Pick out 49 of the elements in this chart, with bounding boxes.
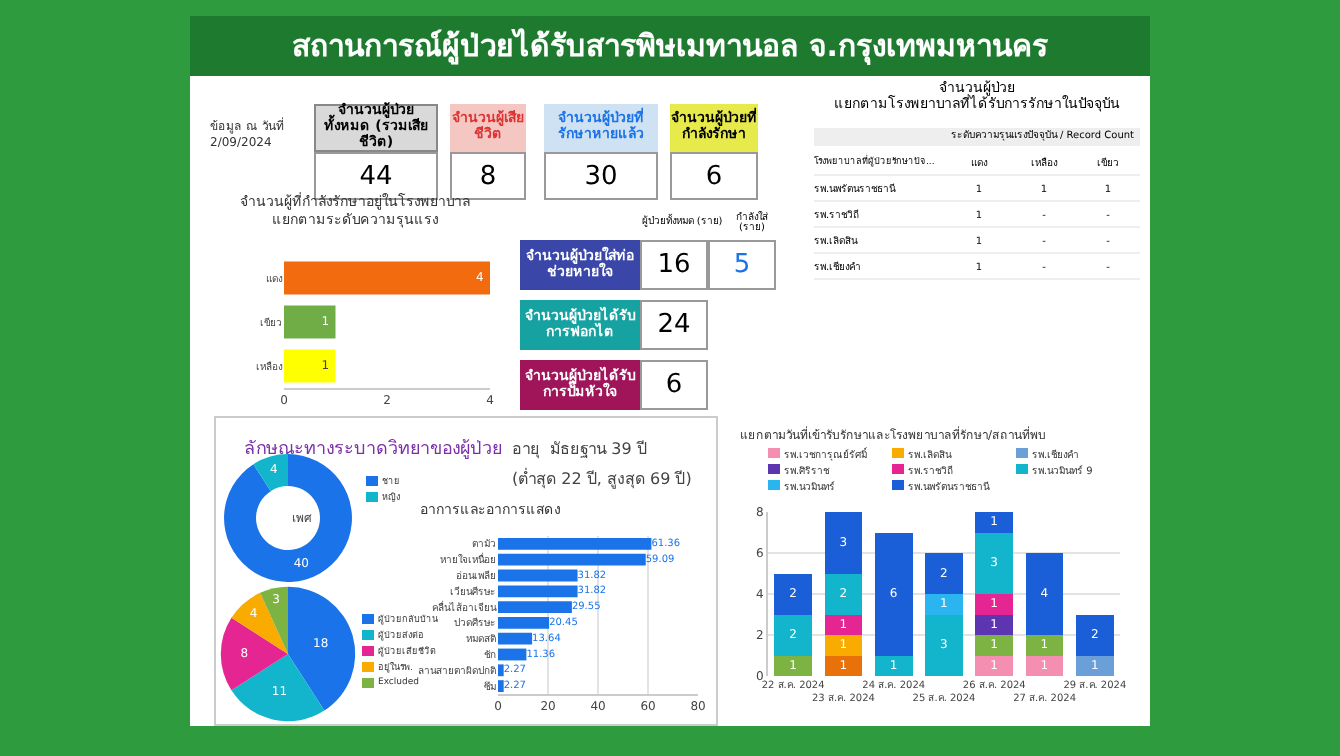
bar: [824, 614, 863, 635]
pie-slice: [231, 654, 325, 722]
bar: [498, 680, 504, 693]
pie-slice: [288, 586, 356, 711]
bar: [1025, 635, 1064, 656]
pie-slice: [260, 586, 288, 654]
chart-title: ลักษณะทางระบาดวิทยาของผู้ป่วย: [243, 438, 502, 460]
text: 16: [640, 240, 708, 290]
bar: [824, 635, 863, 656]
text: (ต่ำสุด 22 ปี, สูงสุด 69 ปี): [512, 466, 692, 490]
bar: [925, 553, 963, 594]
bar: [975, 512, 1014, 533]
bar: [824, 512, 863, 574]
bar: [1076, 614, 1114, 656]
bar: [925, 594, 963, 615]
bar: [774, 573, 812, 615]
bar: [498, 648, 527, 661]
bar: [774, 614, 812, 656]
bar: [975, 594, 1014, 615]
text: 44: [359, 161, 393, 191]
text: 24: [640, 300, 708, 350]
bar: [975, 614, 1014, 635]
bar: [498, 569, 578, 582]
bar: [498, 616, 550, 629]
bar: [824, 655, 863, 676]
bar: [1025, 655, 1064, 676]
bar: [498, 537, 652, 550]
bar: [874, 532, 913, 656]
text: 6: [640, 360, 708, 410]
bar: [975, 532, 1014, 594]
bar: [498, 553, 646, 566]
bar: [824, 573, 863, 615]
bar: [498, 585, 578, 598]
text: อายุ มัธยฐาน 39 ปี: [512, 440, 647, 458]
bar: [498, 632, 533, 645]
bar: [975, 655, 1014, 676]
bar: [975, 635, 1014, 656]
text: สถานการณ์ผู้ป่วยได้รับสารพิษเมทานอล จ.กรุงเทพมหานคร: [190, 16, 1150, 76]
pie-slice: [231, 592, 288, 654]
bar: [874, 655, 913, 676]
text: 30: [544, 152, 658, 200]
bar: [1076, 655, 1114, 676]
bar: [1025, 553, 1064, 635]
bar: [925, 614, 963, 676]
text: 5: [708, 240, 776, 290]
bar: [498, 601, 572, 614]
bar: [774, 655, 812, 676]
bar: [498, 664, 504, 677]
pie-slice: [220, 617, 288, 691]
